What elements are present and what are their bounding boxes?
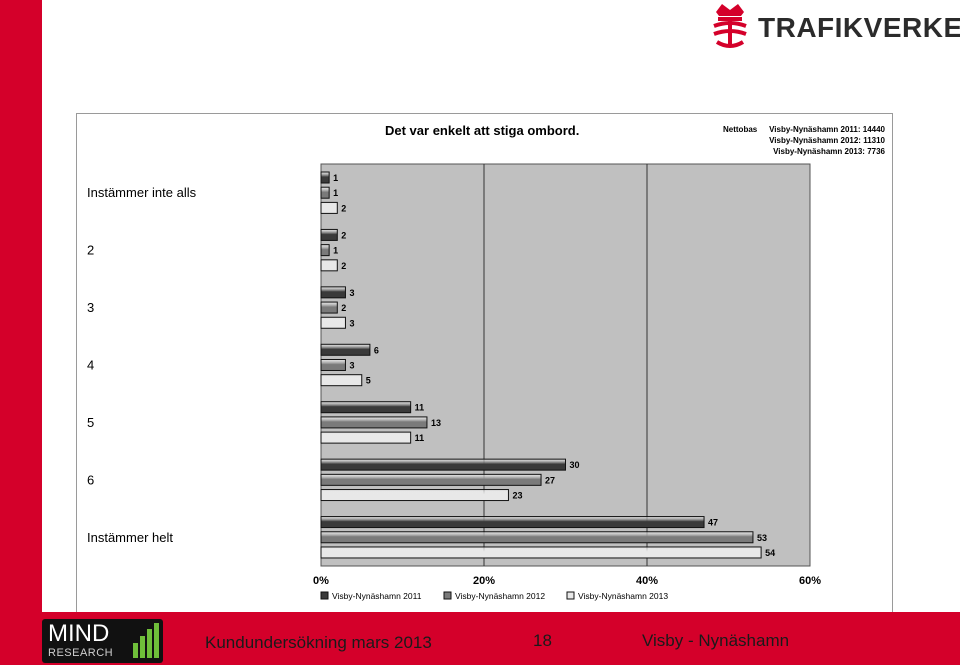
category-label: 2 — [87, 243, 94, 258]
brand-name: TRAFIKVERKET — [758, 12, 960, 43]
bar — [320, 431, 412, 444]
mind-logo-sub: RESEARCH — [48, 647, 114, 659]
bar — [320, 286, 346, 299]
bar — [320, 186, 330, 199]
x-tick-label: 0% — [313, 575, 329, 587]
data-label: 11 — [415, 403, 425, 413]
base-line-2011: Visby-Nynäshamn 2011: 14440 — [769, 125, 885, 134]
footer-route: Visby - Nynäshamn — [642, 631, 790, 650]
crown-emblem-icon — [713, 4, 747, 48]
category-label: 5 — [87, 415, 94, 430]
footer-survey-title: Kundundersökning mars 2013 — [205, 633, 432, 652]
data-label: 2 — [341, 261, 346, 271]
legend-label: Visby-Nynäshamn 2012 — [455, 591, 545, 601]
bar — [320, 228, 338, 241]
legend-label: Visby-Nynäshamn 2013 — [578, 591, 668, 601]
legend-label: Visby-Nynäshamn 2011 — [332, 591, 422, 601]
data-label: 2 — [341, 230, 346, 240]
mind-logo-word: MIND — [48, 620, 110, 647]
legend-swatch — [566, 591, 575, 600]
bar — [320, 531, 754, 544]
category-label: Instämmer inte alls — [87, 185, 197, 200]
category-label: 4 — [87, 357, 94, 372]
data-label: 54 — [765, 548, 775, 558]
bar — [320, 358, 346, 371]
bar — [320, 259, 338, 272]
bar — [320, 343, 371, 356]
chart-title: Det var enkelt att stiga ombord. — [385, 123, 579, 138]
legend-swatch — [320, 591, 329, 600]
data-label: 6 — [374, 345, 379, 355]
data-label: 5 — [366, 376, 371, 386]
base-line-2012: Visby-Nynäshamn 2012: 11310 — [769, 136, 885, 145]
data-label: 27 — [545, 475, 555, 485]
x-tick-label: 40% — [636, 575, 658, 587]
x-tick-label: 60% — [799, 575, 821, 587]
left-accent-strip — [0, 0, 42, 665]
bar — [320, 473, 542, 486]
page-number: 18 — [533, 631, 552, 650]
trafikverket-logo: TRAFIKVERKET — [706, 0, 960, 52]
data-label: 3 — [349, 318, 354, 328]
bar — [320, 458, 566, 471]
bar — [320, 546, 762, 559]
x-tick-label: 20% — [473, 575, 495, 587]
data-label: 23 — [512, 491, 522, 501]
data-label: 3 — [349, 288, 354, 298]
category-label: 6 — [87, 472, 94, 487]
chart-frame: 1 1 2 2 1 2 3 2 3 6 3 5 11 13 11 30 27 23 47 53 54 Instämmer… — [76, 113, 893, 613]
category-label: Instämmer helt — [87, 530, 173, 545]
data-label: 1 — [333, 246, 338, 256]
data-label: 3 — [349, 360, 354, 370]
base-line-2013: Visby-Nynäshamn 2013: 7736 — [773, 147, 885, 156]
bar — [320, 301, 338, 314]
data-label: 11 — [415, 433, 425, 443]
mind-research-logo: MIND RESEARCH — [42, 619, 163, 663]
data-label: 1 — [333, 173, 338, 183]
bar — [320, 316, 346, 329]
bar — [320, 489, 509, 502]
bar — [320, 374, 363, 387]
category-label: 3 — [87, 300, 94, 315]
data-label: 1 — [333, 188, 338, 198]
data-label: 53 — [757, 533, 767, 543]
data-label: 13 — [431, 418, 441, 428]
data-label: 47 — [708, 518, 718, 528]
data-label: 2 — [341, 203, 346, 213]
bar-graph-icon — [133, 623, 159, 658]
data-label: 2 — [341, 303, 346, 313]
bar — [320, 244, 330, 257]
legend-swatch — [443, 591, 452, 600]
plot-area — [320, 163, 811, 567]
data-label: 30 — [570, 460, 580, 470]
bar — [320, 401, 412, 414]
bar — [320, 201, 338, 214]
bar — [320, 516, 705, 529]
base-label: Nettobas — [723, 125, 758, 134]
bar — [320, 416, 428, 429]
bar — [320, 171, 330, 184]
